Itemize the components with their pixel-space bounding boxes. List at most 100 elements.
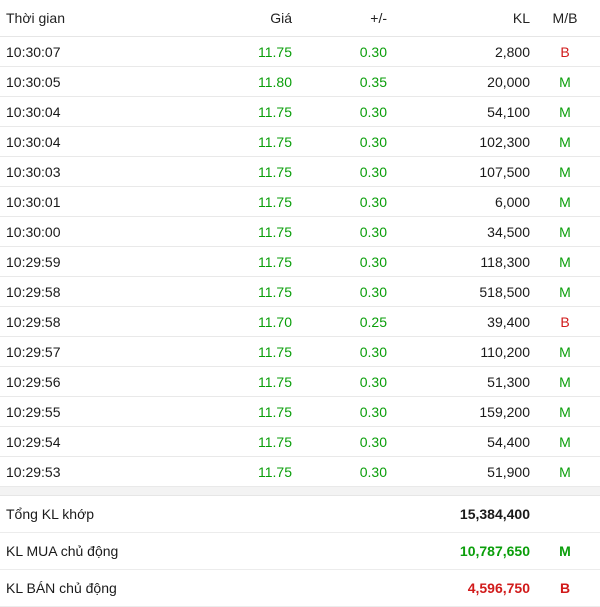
table-row[interactable]: 10:29:57 11.75 0.30 110,200 M xyxy=(0,337,600,367)
cell-change: 0.30 xyxy=(359,403,387,420)
cell-change: 0.30 xyxy=(359,463,387,480)
cell-mb: M xyxy=(559,283,571,300)
cell-price: 11.75 xyxy=(258,223,292,240)
cell-time: 10:30:05 xyxy=(6,73,61,90)
cell-change: 0.30 xyxy=(359,103,387,120)
table-row[interactable]: 10:29:55 11.75 0.30 159,200 M xyxy=(0,397,600,427)
table-row[interactable]: 10:30:04 11.75 0.30 102,300 M xyxy=(0,127,600,157)
cell-mb: M xyxy=(559,373,571,390)
table-row[interactable]: 10:29:59 11.75 0.30 118,300 M xyxy=(0,247,600,277)
cell-time: 10:29:54 xyxy=(6,433,61,450)
table-header: Thời gian Giá +/- KL M/B xyxy=(0,0,600,37)
cell-volume: 20,000 xyxy=(487,73,530,90)
table-row[interactable]: 10:29:53 11.75 0.30 51,900 M xyxy=(0,457,600,487)
cell-mb: M xyxy=(559,73,571,90)
cell-volume: 54,400 xyxy=(487,433,530,450)
cell-volume: 518,500 xyxy=(479,283,530,300)
cell-mb: M xyxy=(559,103,571,120)
cell-price: 11.75 xyxy=(258,163,292,180)
total-volume-label: Tổng KL khớp xyxy=(6,506,95,522)
active-buy-mb: M xyxy=(559,543,571,559)
cell-price: 11.70 xyxy=(258,313,292,330)
cell-time: 10:30:07 xyxy=(6,43,61,60)
table-row[interactable]: 10:30:05 11.80 0.35 20,000 M xyxy=(0,67,600,97)
cell-mb: M xyxy=(559,433,571,450)
cell-time: 10:29:56 xyxy=(6,373,61,390)
cell-time: 10:29:57 xyxy=(6,343,61,360)
cell-mb: M xyxy=(559,403,571,420)
table-row[interactable]: 10:29:56 11.75 0.30 51,300 M xyxy=(0,367,600,397)
cell-price: 11.75 xyxy=(258,253,292,270)
cell-change: 0.30 xyxy=(359,283,387,300)
cell-price: 11.75 xyxy=(258,133,292,150)
cell-change: 0.30 xyxy=(359,133,387,150)
cell-volume: 102,300 xyxy=(479,133,530,150)
table-row[interactable]: 10:29:58 11.75 0.30 518,500 M xyxy=(0,277,600,307)
active-buy-label: KL MUA chủ động xyxy=(6,543,119,559)
cell-price: 11.75 xyxy=(258,43,292,60)
header-change: +/- xyxy=(370,10,387,26)
cell-mb: M xyxy=(559,163,571,180)
cell-price: 11.75 xyxy=(258,433,292,450)
cell-volume: 54,100 xyxy=(487,103,530,120)
cell-change: 0.35 xyxy=(359,73,387,90)
table-row[interactable]: 10:30:01 11.75 0.30 6,000 M xyxy=(0,187,600,217)
cell-time: 10:30:00 xyxy=(6,223,61,240)
cell-change: 0.30 xyxy=(359,193,387,210)
cell-time: 10:29:59 xyxy=(6,253,61,270)
active-buy-value: 10,787,650 xyxy=(459,543,530,559)
cell-volume: 51,900 xyxy=(487,463,530,480)
table-row[interactable]: 10:29:54 11.75 0.30 54,400 M xyxy=(0,427,600,457)
cell-mb: B xyxy=(560,313,570,330)
cell-mb: M xyxy=(559,223,571,240)
summary-total-row: Tổng KL khớp 15,384,400 xyxy=(0,496,600,533)
cell-price: 11.75 xyxy=(258,103,292,120)
cell-volume: 2,800 xyxy=(494,43,530,60)
cell-time: 10:29:58 xyxy=(6,283,61,300)
table-row[interactable]: 10:30:00 11.75 0.30 34,500 M xyxy=(0,217,600,247)
cell-change: 0.30 xyxy=(359,253,387,270)
cell-change: 0.30 xyxy=(359,433,387,450)
cell-price: 11.80 xyxy=(258,73,292,90)
trade-list[interactable]: 10:30:07 11.75 0.30 2,800 B 10:30:05 11.80 0.35… xyxy=(0,37,600,487)
cell-price: 11.75 xyxy=(258,463,292,480)
active-sell-mb: B xyxy=(559,580,571,596)
cell-mb: M xyxy=(559,463,571,480)
cell-volume: 39,400 xyxy=(487,313,530,330)
cell-price: 11.75 xyxy=(258,283,292,300)
cell-time: 10:30:03 xyxy=(6,163,61,180)
header-time: Thời gian xyxy=(6,10,65,26)
table-row[interactable]: 10:30:07 11.75 0.30 2,800 B xyxy=(0,37,600,67)
cell-time: 10:30:04 xyxy=(6,133,61,150)
cell-time: 10:30:04 xyxy=(6,103,61,120)
section-divider xyxy=(0,487,600,496)
cell-price: 11.75 xyxy=(258,343,292,360)
cell-volume: 34,500 xyxy=(487,223,530,240)
cell-change: 0.30 xyxy=(359,373,387,390)
cell-time: 10:29:53 xyxy=(6,463,61,480)
cell-price: 11.75 xyxy=(258,373,292,390)
cell-volume: 118,300 xyxy=(480,253,530,270)
cell-time: 10:29:55 xyxy=(6,403,61,420)
table-row[interactable]: 10:29:58 11.70 0.25 39,400 B xyxy=(0,307,600,337)
cell-volume: 159,200 xyxy=(479,403,530,420)
cell-volume: 6,000 xyxy=(494,193,530,210)
summary-sell-row: KL BÁN chủ động 4,596,750 B xyxy=(0,570,600,607)
total-volume-value: 15,384,400 xyxy=(459,506,530,522)
header-price: Giá xyxy=(270,10,292,26)
cell-change: 0.30 xyxy=(359,43,387,60)
cell-volume: 51,300 xyxy=(487,373,530,390)
active-sell-label: KL BÁN chủ động xyxy=(6,580,117,596)
cell-price: 11.75 xyxy=(258,403,292,420)
cell-change: 0.30 xyxy=(359,223,387,240)
header-volume: KL xyxy=(512,10,530,26)
cell-mb: M xyxy=(559,343,571,360)
cell-price: 11.75 xyxy=(258,193,292,210)
cell-volume: 107,500 xyxy=(479,163,530,180)
cell-mb: M xyxy=(559,133,571,150)
table-row[interactable]: 10:30:04 11.75 0.30 54,100 M xyxy=(0,97,600,127)
cell-change: 0.25 xyxy=(359,313,387,330)
table-row[interactable]: 10:30:03 11.75 0.30 107,500 M xyxy=(0,157,600,187)
cell-mb: B xyxy=(560,43,570,60)
